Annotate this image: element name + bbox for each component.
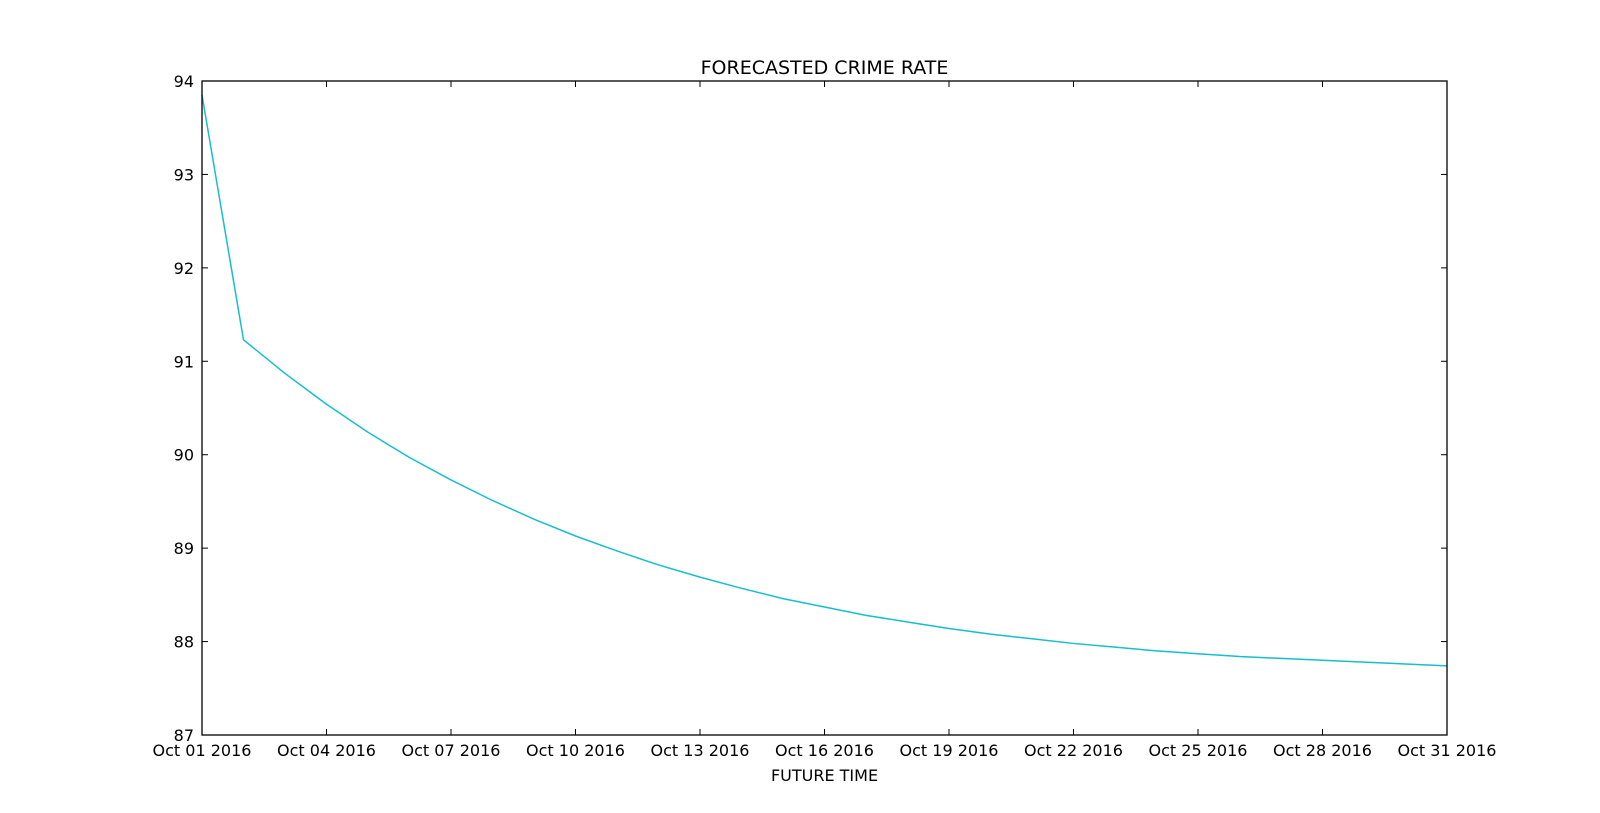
y-tick-label: 92 (174, 259, 194, 278)
axis-ticks: Oct 01 2016 Oct 04 2016 Oct 07 2016 Oct 10 … (153, 72, 1497, 760)
y-tick-label: 94 (174, 72, 194, 91)
x-tick-label: Oct 13 2016 (651, 741, 750, 760)
x-tick-label: Oct 07 2016 (402, 741, 501, 760)
y-tick-label: 88 (174, 633, 194, 652)
y-tick-label: 91 (174, 352, 194, 371)
y-tick-label: 90 (174, 446, 194, 465)
x-tick-label: Oct 19 2016 (900, 741, 999, 760)
x-tick-label: Oct 10 2016 (526, 741, 625, 760)
x-tick-label: Oct 16 2016 (775, 741, 874, 760)
chart-title: FORECASTED CRIME RATE (701, 57, 949, 79)
y-tick-label: 87 (174, 726, 194, 745)
x-tick-label: Oct 22 2016 (1024, 741, 1123, 760)
x-tick-label: Oct 01 2016 (153, 741, 252, 760)
plot-area (201, 94, 1448, 667)
x-tick-label: Oct 25 2016 (1149, 741, 1248, 760)
x-tick-label: Oct 31 2016 (1398, 741, 1497, 760)
series-line-0 (201, 94, 1448, 667)
plot-frame (201, 80, 1448, 736)
x-axis-label: FUTURE TIME (771, 766, 878, 785)
y-tick-label: 93 (174, 165, 194, 184)
x-tick-label: Oct 04 2016 (277, 741, 376, 760)
y-tick-label: 89 (174, 539, 194, 558)
x-tick-label: Oct 28 2016 (1273, 741, 1372, 760)
